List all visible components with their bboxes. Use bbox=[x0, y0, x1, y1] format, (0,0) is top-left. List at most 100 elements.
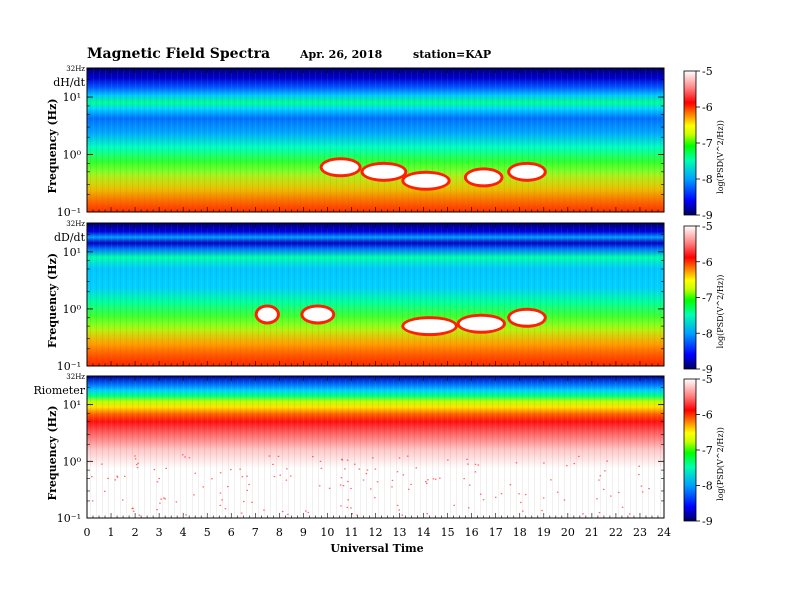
y-top-label: 32Hz bbox=[66, 220, 85, 228]
x-tick-label: 19 bbox=[537, 526, 551, 539]
noise-dot bbox=[163, 497, 165, 499]
burst-mark bbox=[466, 170, 501, 185]
noise-dot bbox=[240, 512, 243, 514]
x-tick-label: 1 bbox=[108, 526, 115, 539]
burst-mark bbox=[404, 319, 455, 334]
noise-dot bbox=[396, 471, 399, 473]
noise-dot bbox=[500, 493, 503, 495]
noise-dot bbox=[116, 475, 118, 477]
noise-dot bbox=[447, 459, 449, 461]
noise-dot bbox=[550, 479, 552, 481]
noise-dot bbox=[347, 480, 349, 483]
noise-dot bbox=[350, 487, 352, 490]
colorbar-tick-label: -5 bbox=[702, 220, 713, 233]
noise-dot bbox=[641, 491, 644, 493]
noise-dot bbox=[515, 462, 518, 464]
noise-dot bbox=[132, 507, 134, 509]
low-frequency-band bbox=[87, 324, 664, 366]
noise-dot bbox=[479, 493, 482, 495]
noise-dot bbox=[350, 507, 352, 509]
colorbar bbox=[683, 70, 697, 216]
burst-mark bbox=[404, 173, 448, 188]
noise-dot bbox=[640, 485, 643, 487]
noise-dot bbox=[131, 507, 134, 510]
noise-dot bbox=[341, 458, 343, 460]
noise-dot bbox=[188, 457, 191, 459]
noise-dot bbox=[241, 476, 244, 478]
x-tick-label: 20 bbox=[561, 526, 575, 539]
colorbar-tick-label: -8 bbox=[702, 173, 713, 186]
x-tick-label: 14 bbox=[417, 526, 431, 539]
noise-dot bbox=[582, 513, 584, 515]
noise-dot bbox=[219, 504, 222, 507]
noise-dot bbox=[277, 455, 280, 457]
noise-dot bbox=[307, 511, 310, 514]
noise-dot bbox=[356, 514, 358, 516]
x-tick-label: 15 bbox=[441, 526, 455, 539]
noise-dot bbox=[425, 482, 428, 484]
colorbar-tick-label: -8 bbox=[702, 327, 713, 340]
noise-dot bbox=[239, 468, 241, 470]
noise-dot bbox=[101, 463, 103, 465]
x-tick-label: 10 bbox=[320, 526, 334, 539]
noise-dot bbox=[463, 477, 465, 480]
noise-dot bbox=[410, 483, 412, 486]
burst-mark bbox=[303, 307, 333, 322]
noise-dot bbox=[340, 477, 343, 479]
x-tick-label: 5 bbox=[204, 526, 211, 539]
noise-dot bbox=[477, 464, 480, 466]
colorbar-tick-label: -9 bbox=[702, 363, 713, 376]
noise-dot bbox=[268, 455, 271, 457]
colorbar-tick-label: -6 bbox=[702, 409, 713, 422]
noise-dot bbox=[137, 462, 139, 464]
noise-dot bbox=[221, 499, 223, 501]
noise-dot bbox=[164, 498, 166, 500]
noise-dot bbox=[396, 504, 399, 507]
noise-dot bbox=[358, 468, 361, 470]
x-tick-label: 4 bbox=[180, 526, 187, 539]
colorbar-tick-label: -8 bbox=[702, 480, 713, 493]
noise-dot bbox=[318, 485, 321, 487]
noise-dot bbox=[219, 472, 222, 474]
x-tick-label: 11 bbox=[344, 526, 358, 539]
noise-dot bbox=[219, 492, 222, 494]
noise-dot bbox=[354, 463, 356, 465]
noise-dot bbox=[376, 481, 379, 483]
noise-dot bbox=[542, 497, 545, 499]
noise-dot bbox=[621, 506, 624, 508]
noise-dot bbox=[319, 460, 322, 462]
noise-dot bbox=[604, 470, 606, 472]
noise-dot bbox=[156, 481, 159, 483]
noise-dot bbox=[328, 487, 331, 489]
noise-dot bbox=[251, 501, 253, 504]
panel-label: Riometer bbox=[33, 384, 85, 397]
noise-dot bbox=[342, 485, 345, 487]
noise-dot bbox=[194, 472, 197, 474]
figure-date: Apr. 26, 2018 bbox=[299, 48, 383, 61]
noise-dot bbox=[426, 513, 428, 515]
y-tick-label: 10¹ bbox=[63, 399, 81, 412]
noise-dot bbox=[474, 463, 477, 465]
noise-dot bbox=[104, 490, 106, 492]
panel-1: 10¹ 10⁰ 10⁻¹ 32Hz dH/dt Frequency (Hz) -5 -6 -7 -… bbox=[46, 65, 725, 222]
figure-title: Magnetic Field Spectra bbox=[87, 46, 270, 62]
y-tick-label: 10⁰ bbox=[63, 149, 82, 162]
noise-dot bbox=[184, 456, 186, 458]
y-tick-label: 10¹ bbox=[63, 246, 81, 259]
x-tick-label: 7 bbox=[252, 526, 259, 539]
x-tick-label: 3 bbox=[156, 526, 163, 539]
noise-dot bbox=[524, 493, 527, 496]
panel-label: dD/dt bbox=[54, 231, 86, 244]
noise-dot bbox=[596, 498, 598, 500]
noise-dot bbox=[347, 499, 349, 501]
noise-dot bbox=[159, 502, 161, 504]
colorbar-tick-label: -6 bbox=[702, 256, 713, 269]
noise-dot bbox=[285, 479, 288, 481]
noise-dot bbox=[153, 468, 156, 471]
noise-dot bbox=[136, 466, 139, 469]
noise-dot bbox=[541, 509, 543, 512]
noise-dot bbox=[638, 473, 640, 476]
panel-2: 10¹ 10⁰ 10⁻¹ 32Hz dD/dt Frequency (Hz) -5 -6 -7 -… bbox=[46, 220, 725, 376]
noise-dot bbox=[91, 500, 94, 502]
colorbar-tick-label: -9 bbox=[702, 209, 713, 222]
